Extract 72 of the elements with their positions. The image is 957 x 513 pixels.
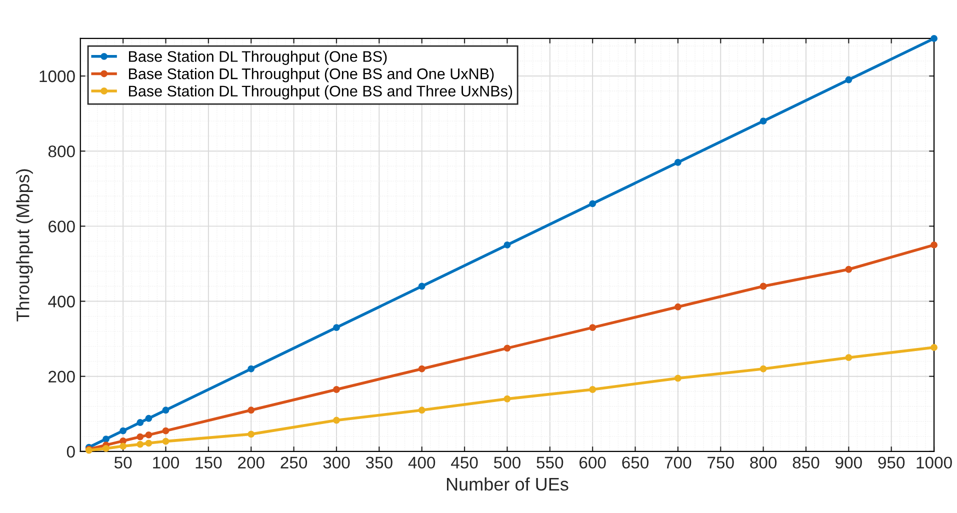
y-tick-label: 1000: [40, 70, 75, 82]
point: [930, 35, 938, 42]
point: [418, 282, 426, 290]
point: [504, 395, 511, 402]
point: [162, 427, 170, 434]
x-tick-label: 50: [114, 456, 132, 469]
x-tick-label: 650: [622, 456, 649, 469]
x-axis-title: Number of UEs: [446, 477, 568, 491]
x-tick-label: 200: [238, 456, 264, 469]
point: [333, 386, 340, 393]
point: [248, 430, 255, 438]
point: [930, 241, 938, 248]
y-tick-label: 0: [66, 446, 75, 458]
x-tick-label: 550: [536, 456, 564, 469]
x-tick-label: 500: [494, 456, 520, 469]
point: [145, 414, 152, 422]
y-tick-label: 800: [48, 146, 75, 158]
y-tick-label: 400: [48, 296, 75, 308]
x-tick-label: 100: [153, 456, 180, 469]
point: [102, 444, 110, 452]
x-tick-label: 700: [664, 456, 692, 469]
x-tick-label: 600: [580, 456, 606, 469]
point: [674, 374, 682, 382]
point: [760, 282, 767, 290]
point: [845, 76, 852, 84]
point: [248, 365, 255, 372]
x-tick-label: 300: [323, 456, 350, 469]
point: [333, 324, 340, 332]
point: [162, 438, 170, 445]
point: [333, 416, 340, 424]
x-tick-label: 950: [878, 456, 905, 469]
point: [418, 406, 426, 414]
legend-label: Base Station DL Throughput (One BS and One UxNB): [129, 68, 494, 82]
x-tick-label: 800: [750, 456, 777, 469]
point: [136, 440, 144, 448]
y-tick-label: 200: [48, 370, 75, 383]
x-tick-label: 900: [836, 456, 862, 469]
x-tick-label: 450: [451, 456, 478, 469]
point: [504, 241, 511, 248]
point: [248, 406, 255, 414]
point: [145, 440, 152, 447]
point: [674, 303, 682, 310]
point: [102, 436, 110, 443]
point: [930, 344, 938, 351]
point: [504, 344, 511, 352]
point: [589, 200, 596, 208]
x-tick-label: 1000: [916, 456, 952, 469]
x-tick-label: 250: [280, 456, 308, 469]
point: [674, 158, 682, 166]
point: [120, 427, 127, 434]
x-tick-label: 400: [408, 456, 436, 469]
point: [120, 437, 127, 444]
legend-label: Base Station DL Throughput (One BS): [129, 50, 387, 65]
x-tick-label: 150: [196, 456, 222, 469]
x-tick-label: 750: [708, 456, 734, 469]
point: [145, 431, 152, 438]
y-tick-label: 600: [48, 220, 75, 232]
x-tick-label: 850: [792, 456, 820, 469]
point: [418, 365, 426, 372]
point: [136, 433, 144, 440]
x-tick-label: 350: [366, 456, 392, 469]
legend-label: Base Station DL Throughput (One BS and Three UxNBs): [129, 85, 512, 100]
point: [162, 406, 170, 414]
point: [589, 324, 596, 332]
point: [120, 442, 127, 450]
y-axis-title: Throughput (Mbps): [16, 169, 33, 322]
point: [589, 386, 596, 393]
point: [845, 266, 852, 273]
point: [136, 419, 144, 426]
point: [845, 354, 852, 362]
point: [760, 118, 767, 125]
point: [760, 365, 767, 372]
